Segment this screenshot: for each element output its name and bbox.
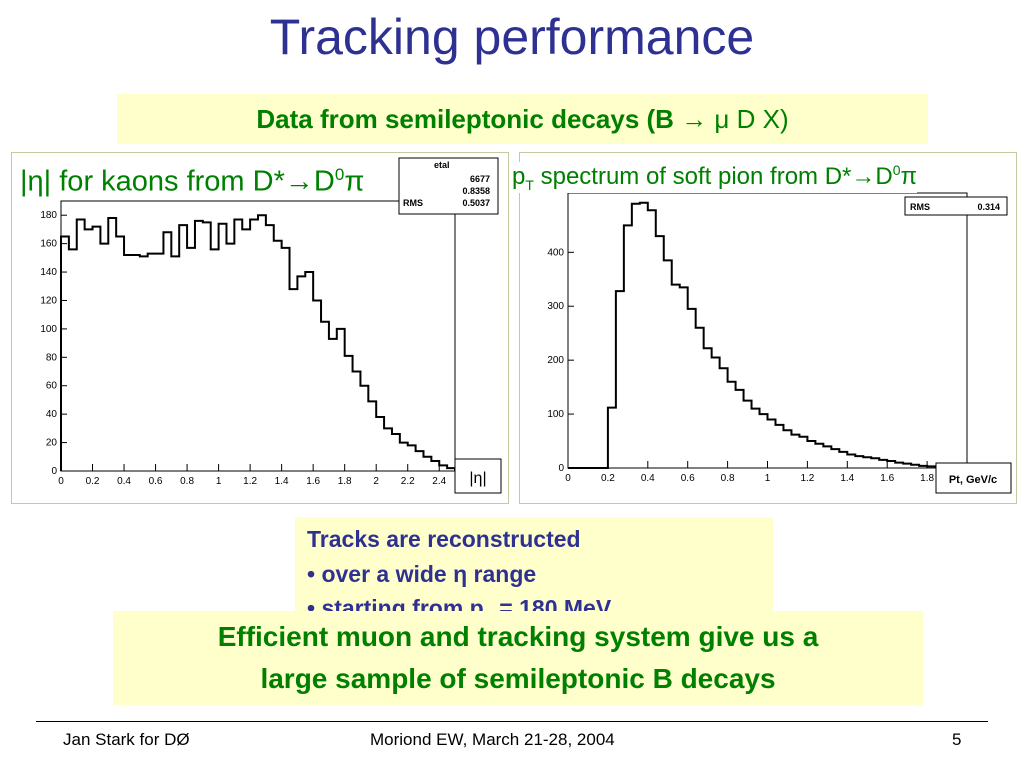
eta-xlabel-box: [454, 458, 502, 494]
eta-x-tick-label: 2.4: [432, 476, 446, 487]
pt-label-pre: p: [512, 163, 526, 190]
slide-title: Tracking performance: [269, 9, 755, 65]
eta-stats-title: etal: [434, 160, 450, 170]
subtitle-bold: Data from semileptonic decays (B: [256, 104, 674, 134]
pt-x-tick-label: 0: [565, 473, 571, 484]
pt-label-arrow: →: [851, 163, 876, 190]
eta-stats-box: etal 6677 0.8358 RMS 0.5037: [398, 157, 499, 215]
eta-y-tick-label: 60: [46, 381, 58, 392]
pt-x-tick-label: 1.8: [920, 473, 934, 484]
footer-rule: [36, 721, 988, 722]
pt-stats-name: RMS: [910, 202, 930, 212]
pt-y-tick-label: 300: [547, 301, 564, 312]
eta-y-tick-label: 180: [40, 210, 57, 221]
eta-x-tick-label: 1.4: [275, 476, 289, 487]
subtitle-rest: μ D X): [714, 104, 789, 134]
eta-y-tick-label: 160: [40, 239, 57, 250]
eta-label-d: D: [313, 165, 335, 198]
footer-author: Jan Stark for DØ: [63, 730, 190, 749]
eta-y-tick-label: 80: [46, 352, 58, 363]
pt-y-tick-label: 0: [558, 463, 564, 474]
eta-x-tick-label: 0.6: [149, 476, 163, 487]
eta-stats-value: 6677: [470, 174, 490, 184]
eta-label-arrow: →: [284, 165, 314, 198]
tracks-line-1: Tracks are reconstructed: [307, 526, 581, 552]
eta-xlabel: |η|: [469, 470, 486, 487]
eta-x-tick-label: 0.4: [117, 476, 131, 487]
conclusion-line-2: large sample of semileptonic B decays: [260, 663, 776, 694]
eta-stats-value: 0.8358: [462, 186, 490, 196]
pt-stats-frame: [904, 196, 1008, 216]
tracks-line-2: • over a wide η range: [307, 561, 537, 587]
eta-label-pi: π: [344, 165, 365, 198]
pt-x-tick-label: 1: [765, 473, 771, 484]
pt-plot-frame: [567, 192, 968, 469]
pt-x-tick-label: 0.8: [721, 473, 735, 484]
pt-y-tick-label: 200: [547, 355, 564, 366]
eta-y-tick-label: 120: [40, 295, 57, 306]
footer-page-number: 5: [952, 730, 962, 749]
subtitle-box: Data from semileptonic decays (B → μ D X…: [117, 94, 928, 144]
tracks-info-box: Tracks are reconstructed • over a wide η…: [295, 517, 773, 626]
eta-x-tick-label: 1.2: [243, 476, 257, 487]
eta-label-pre: |η| for kaons from D*: [20, 165, 285, 198]
pt-stats-value: 0.314: [977, 202, 1000, 212]
pt-histogram-label: pT spectrum of soft pion from D*→D0π: [512, 162, 918, 193]
pt-label-d: D: [875, 163, 893, 190]
pt-label-mid: spectrum of soft pion from D*: [533, 163, 852, 190]
pt-x-tick-label: 1.6: [880, 473, 894, 484]
eta-x-tick-label: 1: [216, 476, 222, 487]
pt-stats-box: RMS 0.314: [904, 196, 1008, 216]
conclusion-line-1: Efficient muon and tracking system give …: [217, 621, 819, 652]
pt-x-tick-label: 0.4: [641, 473, 655, 484]
eta-stats-name: RMS: [403, 198, 423, 208]
pt-label-sup: 0: [892, 162, 901, 178]
conclusion-box: Efficient muon and tracking system give …: [113, 611, 923, 705]
eta-stats-frame: [398, 157, 499, 215]
subtitle-arrow: →: [681, 104, 708, 134]
pt-x-tick-label: 1.2: [800, 473, 814, 484]
pt-xlabel-box: [935, 462, 1012, 494]
eta-histogram-panel: 0 20 40 60 80 100 120 140 160 180 0 0.2 0.4 0.6 0.8 1 1.…: [11, 152, 509, 504]
eta-y-tick-label: 100: [40, 324, 57, 335]
eta-x-tick-label: 1.6: [306, 476, 320, 487]
pt-histogram-panel: 0 100 200 300 400 0 0.2 0.4 0.6 0.8 1 1.2 1.4 1.6 1.8 R…: [519, 152, 1017, 504]
eta-x-tick-label: 0: [58, 476, 64, 487]
pt-histogram: 0 100 200 300 400 0 0.2 0.4 0.6 0.8 1 1.2 1.4 1.6 1.8 R…: [547, 192, 1012, 494]
eta-x-tick-label: 2.2: [401, 476, 415, 487]
eta-plot-frame: [60, 200, 456, 472]
eta-y-tick-label: 0: [51, 466, 57, 477]
pt-x-tick-label: 0.6: [681, 473, 695, 484]
pt-x-tick-label: 1.4: [840, 473, 854, 484]
pt-xlabel: Pt, GeV/c: [949, 474, 997, 486]
eta-stats-value: 0.5037: [462, 198, 490, 208]
eta-x-tick-label: 1.8: [338, 476, 352, 487]
pt-label-sub: T: [525, 176, 534, 193]
eta-x-tick-label: 0.2: [86, 476, 100, 487]
eta-histogram-line: [60, 214, 456, 471]
pt-x-tick-label: 0.2: [601, 473, 615, 484]
pt-histogram-line: [568, 201, 953, 469]
eta-y-tick-label: 140: [40, 267, 57, 278]
eta-y-tick-label: 40: [46, 409, 58, 420]
eta-histogram-label: |η| for kaons from D*→D0π: [20, 165, 365, 199]
footer-conference: Moriond EW, March 21-28, 2004: [370, 730, 615, 749]
eta-y-tick-label: 20: [46, 438, 58, 449]
pt-y-tick-label: 100: [547, 409, 564, 420]
pt-label-pi: π: [900, 163, 918, 190]
eta-x-tick-label: 2: [373, 476, 379, 487]
pt-y-tick-label: 400: [547, 247, 564, 258]
eta-x-tick-label: 0.8: [180, 476, 194, 487]
eta-label-sup: 0: [334, 165, 345, 184]
